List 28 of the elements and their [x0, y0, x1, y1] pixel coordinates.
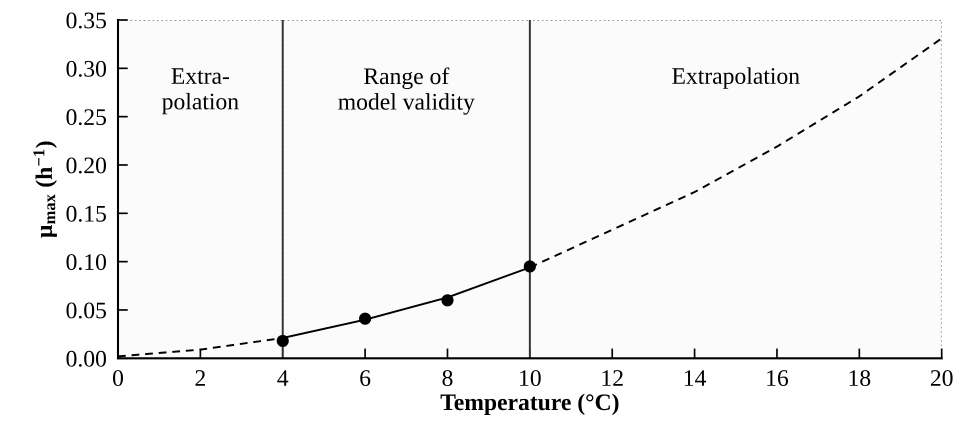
- point: [359, 312, 372, 325]
- x-tick-label: 4: [277, 370, 288, 386]
- x-tick-label: 12: [602, 370, 623, 386]
- y-axis-title: μ$_{max}$ (h$^{−1}$): [33, 141, 57, 238]
- x-tick-label: 14: [684, 370, 706, 386]
- y-tick-label: 0.25: [66, 109, 106, 126]
- point: [441, 294, 454, 306]
- y-tick-label: 0.10: [66, 254, 106, 270]
- band-label: Range of model validity: [338, 67, 475, 115]
- x-tick-label: 8: [442, 370, 452, 386]
- band-label: Extrapolation: [672, 67, 800, 89]
- x-tick-label: 2: [196, 370, 205, 386]
- x-tick-label: 18: [850, 370, 870, 386]
- point: [524, 260, 536, 273]
- point: [276, 334, 289, 347]
- y-tick-label: 0.05: [66, 302, 106, 318]
- y-tick-label: 0.15: [66, 206, 106, 222]
- y-tick-label: 0.00: [66, 350, 106, 367]
- x-tick-label: 16: [767, 370, 788, 386]
- x-tick-label: 0: [112, 370, 124, 386]
- y-tick-label: 0.30: [66, 60, 106, 77]
- x-tick-label: 6: [360, 370, 370, 386]
- x-tick-label: 10: [520, 370, 541, 386]
- y-tick-label: 0.35: [66, 12, 106, 29]
- x-tick-label: 20: [930, 370, 953, 386]
- band-label: Extra- polation: [162, 68, 239, 114]
- y-tick-label: 0.20: [66, 157, 106, 174]
- x-axis-title: Temperature (°C): [440, 394, 618, 416]
